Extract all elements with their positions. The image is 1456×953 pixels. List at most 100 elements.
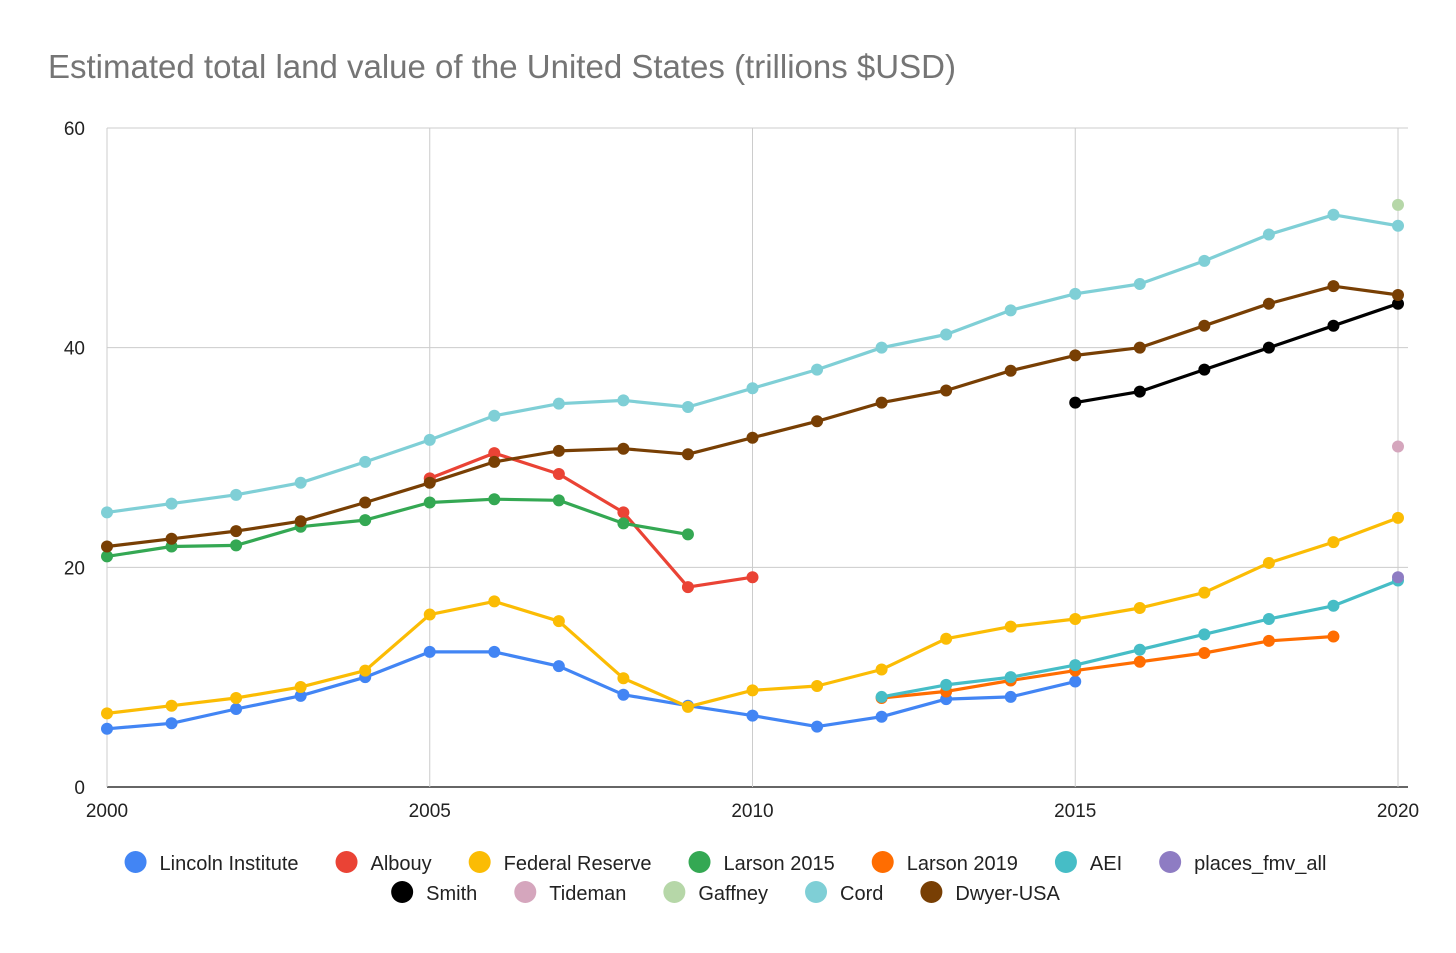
legend-marker [514, 881, 537, 903]
x-tick-label: 2005 [409, 801, 451, 822]
chart-title: Estimated total land value of the United… [48, 48, 956, 85]
data-point [940, 632, 953, 645]
legend-label: Albouy [371, 853, 432, 875]
data-point [940, 328, 953, 341]
data-point [1392, 571, 1404, 584]
data-point [1327, 208, 1340, 221]
data-point [1198, 586, 1211, 599]
data-point [1392, 440, 1404, 453]
data-point [423, 476, 436, 489]
data-point [1004, 690, 1017, 703]
legend: Lincoln Institute Albouy Federal Reserve La… [124, 851, 1326, 905]
grid [106, 127, 1408, 788]
data-point [294, 689, 307, 702]
legend-item: Larson 2019 [871, 851, 1018, 875]
data-point [875, 690, 888, 703]
data-point [1198, 254, 1211, 267]
data-point [617, 688, 630, 701]
data-point [1069, 675, 1082, 688]
data-point [1004, 671, 1017, 684]
data-point [165, 717, 178, 730]
data-point [940, 384, 953, 397]
data-point [681, 448, 694, 461]
data-point [1392, 219, 1404, 232]
series-smith [1069, 297, 1404, 409]
data-point [681, 581, 694, 594]
data-point [1004, 304, 1017, 317]
data-point [1198, 647, 1211, 660]
series-aei [875, 574, 1404, 703]
data-point [1069, 612, 1082, 625]
data-point [1069, 396, 1082, 409]
legend-item: Larson 2015 [688, 851, 835, 875]
data-point [423, 608, 436, 621]
data-point [617, 672, 630, 685]
series-places-fmv-all [1392, 571, 1404, 584]
series-cord [101, 208, 1404, 519]
data-point [1133, 341, 1146, 354]
data-point [294, 515, 307, 528]
data-point [746, 571, 759, 584]
data-point [101, 506, 113, 519]
data-point [101, 540, 113, 553]
data-point [488, 493, 501, 506]
data-point [230, 692, 243, 705]
data-point [1004, 620, 1017, 633]
data-point [1262, 634, 1275, 647]
axes: 0 20 40 60 2000 2005 2010 2015 2020 [64, 119, 1419, 822]
legend-marker [391, 881, 414, 903]
legend-label: Cord [840, 883, 883, 905]
data-point [617, 517, 630, 530]
x-tick-label: 2020 [1377, 801, 1419, 822]
y-tick-label: 60 [64, 119, 85, 140]
legend-label: Gaffney [698, 883, 768, 905]
legend-item: Cord [805, 881, 883, 905]
data-point [875, 341, 888, 354]
legend-marker [1054, 851, 1077, 873]
legend-label: Dwyer-USA [955, 883, 1060, 905]
data-point [552, 444, 565, 457]
legend-label: Federal Reserve [504, 853, 652, 875]
data-point [552, 397, 565, 410]
data-point [101, 550, 113, 563]
data-point [746, 431, 759, 444]
legend-marker [124, 851, 147, 873]
legend-label: Smith [426, 883, 477, 905]
data-point [359, 514, 372, 527]
data-point [294, 476, 307, 489]
data-point [1262, 556, 1275, 569]
legend-marker [871, 851, 894, 873]
data-point [165, 497, 178, 510]
series-layer [101, 198, 1404, 735]
data-point [1327, 319, 1340, 332]
legend-item: Tideman [514, 881, 626, 905]
series-dwyer-usa [101, 280, 1404, 553]
legend-marker [920, 881, 943, 903]
data-point [811, 363, 824, 376]
x-tick-label: 2000 [86, 801, 128, 822]
data-point [1327, 630, 1340, 643]
data-point [1069, 659, 1082, 672]
series-tideman [1392, 440, 1404, 453]
data-point [1392, 288, 1404, 301]
data-point [488, 595, 501, 608]
legend-item: Federal Reserve [468, 851, 652, 875]
series-line [428, 451, 755, 589]
series-line [880, 634, 1336, 700]
y-tick-label: 20 [64, 558, 85, 579]
data-point [1327, 280, 1340, 293]
series-line [105, 650, 1077, 731]
legend-label: AEI [1090, 853, 1122, 875]
data-point [1392, 511, 1404, 524]
legend-label: Lincoln Institute [160, 853, 299, 875]
data-point [165, 532, 178, 545]
series-gaffney [1392, 198, 1404, 211]
data-point [359, 455, 372, 468]
legend-marker [688, 851, 711, 873]
legend-item: Lincoln Institute [124, 851, 299, 875]
data-point [811, 679, 824, 692]
data-point [423, 433, 436, 446]
data-point [681, 700, 694, 713]
data-point [1262, 228, 1275, 241]
